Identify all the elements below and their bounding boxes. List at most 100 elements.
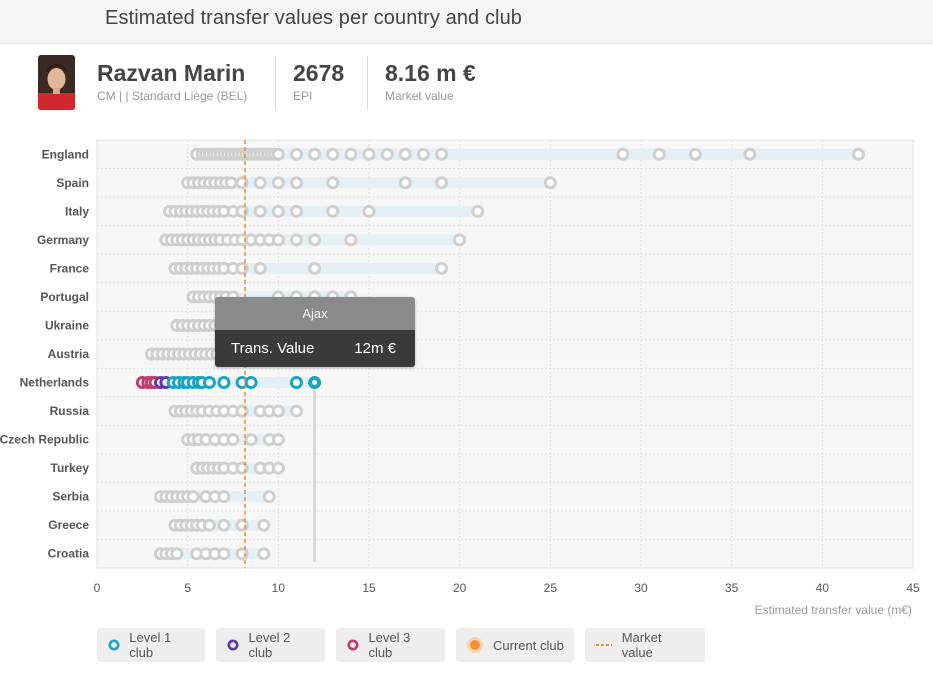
marker-greece: [202, 518, 216, 532]
marker-france: [235, 261, 249, 275]
highlight-marker-center: [312, 380, 318, 386]
marker-italy: [471, 204, 485, 218]
transfer-value-chart: England Spain Italy Germany France Portugal Uk…: [0, 139, 920, 617]
marker-croatia: [217, 547, 231, 561]
marker-croatia: [257, 547, 271, 561]
tooltip-label: Trans. Value: [231, 340, 315, 357]
marker-england: [308, 147, 322, 161]
level1-circle-icon: [108, 639, 120, 651]
tooltip-value: 12m €: [354, 340, 396, 357]
marker-england: [398, 147, 412, 161]
marker-italy: [362, 204, 376, 218]
marker-england: [652, 147, 666, 161]
dotted-line-icon: [596, 644, 612, 646]
marker-serbia: [186, 490, 200, 504]
marker-england: [852, 147, 866, 161]
legend-current-club[interactable]: Current club: [456, 628, 574, 662]
marker-england: [380, 147, 394, 161]
marker-italy: [289, 204, 303, 218]
country-label: Russia: [50, 404, 90, 418]
marker-spain: [289, 176, 303, 190]
marker-germany: [271, 233, 285, 247]
market-value-label: Market value: [385, 89, 454, 103]
marker-england: [435, 147, 449, 161]
marker-germany: [344, 233, 358, 247]
epi-value: 2678: [293, 60, 345, 86]
legend-level3[interactable]: Level 3 club: [336, 628, 445, 662]
marker-czech-republic: [226, 433, 240, 447]
marker-russia: [271, 404, 285, 418]
country-label: Croatia: [48, 547, 90, 561]
marker-spain: [435, 176, 449, 190]
marker-croatia: [170, 547, 184, 561]
marker-netherlands: [202, 376, 216, 390]
marker-england: [688, 147, 702, 161]
epi-label: EPI: [293, 89, 313, 103]
country-label: Turkey: [51, 461, 90, 475]
marker-serbia: [262, 490, 276, 504]
marker-germany: [289, 233, 303, 247]
legend-market-label: Market value: [621, 630, 662, 660]
player-position-club: CM | | Standard Liège (BEL): [97, 89, 248, 103]
x-axis-label: Estimated transfer value (m€): [755, 603, 912, 617]
country-label: Serbia: [52, 490, 89, 504]
marker-germany: [453, 233, 467, 247]
country-label: Ukraine: [45, 318, 89, 332]
marker-czech-republic: [244, 433, 258, 447]
marker-england: [289, 147, 303, 161]
marker-spain: [543, 176, 557, 190]
divider: [275, 56, 276, 110]
legend-level2[interactable]: Level 2 club: [216, 628, 325, 662]
current-club-dot-icon: [467, 637, 483, 653]
marker-netherlands: [217, 376, 231, 390]
legend-level3-label: Level 3 club: [368, 630, 411, 660]
marker-spain: [398, 176, 412, 190]
level2-circle-icon: [227, 639, 239, 651]
marker-netherlands: [244, 376, 258, 390]
country-label: Netherlands: [20, 376, 90, 390]
marker-england: [344, 147, 358, 161]
marker-england: [416, 147, 430, 161]
country-label: Austria: [48, 347, 90, 361]
marker-greece: [217, 518, 231, 532]
marker-spain: [253, 176, 267, 190]
marker-france: [253, 261, 267, 275]
x-tick-label: 40: [816, 581, 830, 595]
legend-market-value[interactable]: Market value: [585, 628, 705, 662]
country-label: Germany: [37, 233, 89, 247]
x-tick-label: 25: [544, 581, 558, 595]
x-tick-label: 0: [94, 581, 101, 595]
player-avatar: [38, 55, 75, 110]
marker-turkey: [271, 461, 285, 475]
marker-england: [271, 147, 285, 161]
tooltip: Ajax Trans. Value 12m €: [215, 297, 415, 367]
x-tick-label: 15: [362, 581, 376, 595]
legend-level1[interactable]: Level 1 club: [97, 628, 205, 662]
page-title: Estimated transfer values per country an…: [105, 7, 523, 29]
divider: [367, 56, 368, 110]
market-value: 8.16 m €: [385, 60, 476, 86]
player-name: Razvan Marin: [97, 60, 246, 86]
x-tick-label: 35: [725, 581, 739, 595]
marker-france: [435, 261, 449, 275]
country-label: England: [42, 147, 89, 161]
country-label: France: [50, 261, 90, 275]
x-tick-label: 20: [453, 581, 467, 595]
marker-italy: [271, 204, 285, 218]
x-tick-label: 45: [906, 581, 920, 595]
country-label: Spain: [56, 176, 89, 190]
marker-england: [743, 147, 757, 161]
marker-spain: [326, 176, 340, 190]
tooltip-body: Trans. Value 12m €: [215, 330, 415, 367]
level3-circle-icon: [347, 639, 359, 651]
marker-czech-republic: [271, 433, 285, 447]
marker-england: [616, 147, 630, 161]
tooltip-club: Ajax: [215, 297, 415, 330]
country-label: Czech Republic: [0, 433, 89, 447]
country-label: Greece: [48, 518, 89, 532]
legend-level1-label: Level 1 club: [129, 630, 172, 660]
x-tick-label: 10: [272, 581, 286, 595]
marker-serbia: [217, 490, 231, 504]
x-tick-label: 5: [184, 581, 191, 595]
marker-france: [308, 261, 322, 275]
